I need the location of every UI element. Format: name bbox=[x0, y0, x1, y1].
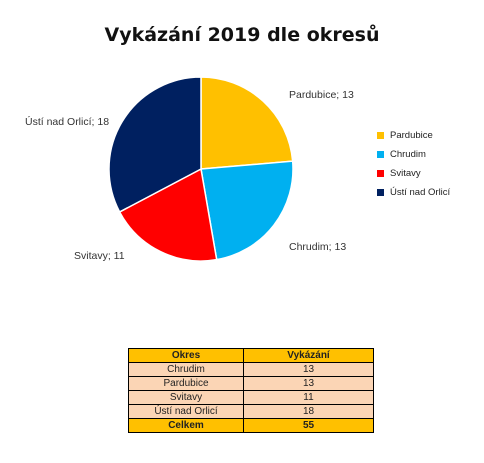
legend-swatch bbox=[377, 169, 384, 177]
table-header-cell: Okres bbox=[128, 348, 244, 363]
table-cell: Svitavy bbox=[128, 390, 244, 405]
slice-label-chrudim: Chrudim; 13 bbox=[289, 241, 347, 253]
slice-label-pardubice: Pardubice; 13 bbox=[289, 89, 354, 101]
table-cell: Ústí nad Orlicí bbox=[128, 404, 244, 419]
table-cell: 13 bbox=[243, 376, 374, 391]
legend-label: Svitavy bbox=[390, 167, 421, 179]
legend-item-chrudim: Chrudim bbox=[377, 148, 450, 160]
legend-item-svitavy: Svitavy bbox=[377, 167, 450, 179]
legend-label: Chrudim bbox=[390, 148, 426, 160]
table-total-row: Celkem 55 bbox=[128, 418, 374, 433]
pie-slice-svitavy bbox=[118, 167, 218, 262]
pie-slice-chrudim bbox=[200, 160, 294, 261]
table-cell: 18 bbox=[243, 404, 374, 419]
table-cell: 13 bbox=[243, 362, 374, 377]
table-row: Pardubice 13 bbox=[128, 376, 374, 391]
legend-label: Pardubice bbox=[390, 129, 433, 141]
data-table: Okres Vykázání Chrudim 13 Pardubice 13 S… bbox=[128, 348, 374, 433]
chart-title: Vykázání 2019 dle okresů bbox=[104, 24, 380, 46]
legend-swatch bbox=[377, 150, 384, 158]
legend-label: Ústí nad Orlicí bbox=[390, 186, 451, 198]
legend-swatch bbox=[377, 131, 384, 139]
table-cell: Pardubice bbox=[128, 376, 244, 391]
table-cell: 11 bbox=[243, 390, 374, 405]
table-row: Chrudim 13 bbox=[128, 362, 374, 377]
legend-swatch bbox=[377, 188, 384, 196]
table-cell: Chrudim bbox=[128, 362, 244, 377]
slice-label-usti: Ústí nad Orlicí; 18 bbox=[25, 116, 110, 128]
table-cell: Celkem bbox=[128, 418, 244, 433]
legend-item-pardubice: Pardubice bbox=[377, 129, 450, 141]
pie-slice-pardubice bbox=[200, 76, 294, 170]
table-header-row: Okres Vykázání bbox=[128, 348, 374, 363]
table-header-cell: Vykázání bbox=[243, 348, 374, 363]
slice-label-svitavy: Svitavy; 11 bbox=[74, 250, 125, 262]
legend-item-usti: Ústí nad Orlicí bbox=[377, 186, 451, 198]
pie-slice-usti bbox=[108, 76, 202, 213]
table-row: Ústí nad Orlicí 18 bbox=[128, 404, 374, 419]
chart-legend: Pardubice Chrudim Svitavy Ústí nad Orlic… bbox=[377, 130, 450, 206]
table-row: Svitavy 11 bbox=[128, 390, 374, 405]
table-cell: 55 bbox=[243, 418, 374, 433]
